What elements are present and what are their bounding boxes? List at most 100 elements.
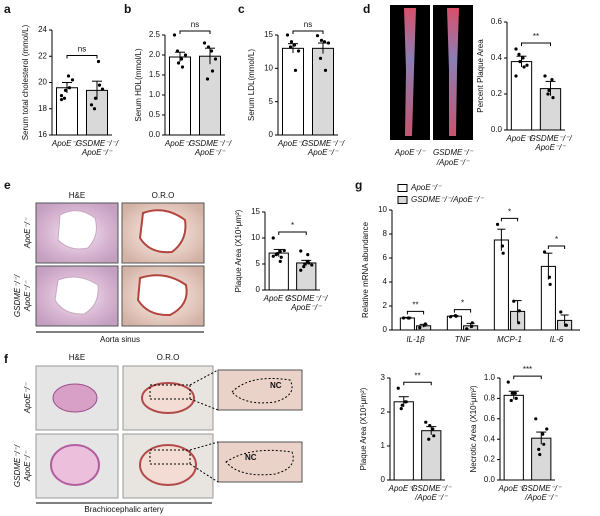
data-point <box>514 74 518 78</box>
legend-swatch <box>397 196 408 204</box>
data-point <box>541 432 545 436</box>
vessel <box>50 444 100 486</box>
y-tick-label: 0.8 <box>484 394 496 403</box>
panel-letter: d <box>363 2 370 16</box>
data-point <box>213 57 218 61</box>
y-tick-label: 0.4 <box>491 53 503 62</box>
data-point <box>322 40 327 44</box>
significance-bracket <box>500 217 519 222</box>
data-point <box>96 59 101 64</box>
data-point <box>564 323 568 327</box>
panel-letter: g <box>355 178 362 192</box>
data-point <box>522 65 526 69</box>
caption: Aorta sinus <box>100 335 140 344</box>
significance-bracket <box>406 310 425 315</box>
legend-label: GSDME⁻/⁻/ApoE⁻/⁻ <box>411 195 484 204</box>
y-tick-label: 2.5 <box>149 30 161 39</box>
data-point <box>210 69 215 73</box>
significance-bracket <box>278 231 307 235</box>
y-tick-label: 0 <box>381 475 386 484</box>
y-tick-label: 1 <box>381 441 386 450</box>
y-tick-label: 1.0 <box>149 90 161 99</box>
zoom-image <box>217 369 303 411</box>
data-point <box>424 420 428 424</box>
data-point <box>423 322 427 326</box>
x-tick-label: ApoE⁻/⁻ <box>388 484 420 493</box>
data-point <box>323 68 328 72</box>
data-point <box>510 391 514 395</box>
image-label: /ApoE⁻/⁻ <box>436 158 470 167</box>
y-tick-label: 0.4 <box>484 434 496 443</box>
x-tick-label: IL-6 <box>550 335 564 344</box>
data-point <box>501 251 505 255</box>
bar <box>446 315 462 331</box>
y-axis-title: Plaque Area (X10⁵μm²) <box>359 387 368 470</box>
zoom-line <box>189 441 219 451</box>
y-tick-label: 0.5 <box>149 110 161 119</box>
y-tick-label: 10 <box>378 205 387 214</box>
data-point <box>179 57 184 61</box>
data-point <box>279 255 283 259</box>
y-tick-label: 15 <box>264 30 273 39</box>
data-point <box>396 386 400 390</box>
y-tick-label: 0.2 <box>491 89 503 98</box>
data-point <box>546 92 550 96</box>
data-point <box>282 248 286 253</box>
data-point <box>288 45 293 49</box>
y-tick-label: 0.0 <box>149 130 161 139</box>
data-point <box>306 259 310 263</box>
bar <box>493 239 509 331</box>
data-point <box>500 244 505 248</box>
data-point <box>400 403 404 407</box>
data-point <box>404 400 408 404</box>
data-point <box>299 249 303 253</box>
data-point <box>514 396 518 400</box>
zoom-line <box>189 398 219 411</box>
data-point <box>318 56 323 60</box>
necrotic-core <box>225 449 294 476</box>
zoom-line <box>189 463 219 483</box>
panel-letter: e <box>4 178 11 192</box>
data-point <box>534 417 538 421</box>
data-point <box>292 43 297 47</box>
y-tick-label: 1.5 <box>149 70 161 79</box>
y-tick-label: 0 <box>383 325 388 334</box>
data-point <box>509 398 513 403</box>
x-tick-label: ApoE⁻/⁻ <box>505 134 537 143</box>
legend-swatch <box>397 184 408 192</box>
panel-letter: f <box>4 352 9 366</box>
data-point <box>319 38 324 42</box>
data-point <box>517 321 521 325</box>
column-label: O.R.O <box>157 353 180 362</box>
data-point <box>525 63 529 67</box>
significance-label: ** <box>414 371 420 380</box>
y-axis-title: Serum HDL(mmol/L) <box>134 48 143 122</box>
y-tick-label: 2 <box>381 407 386 416</box>
significance-label: ns <box>304 20 312 29</box>
caption: Brachiocephalic artery <box>84 505 163 514</box>
lumen <box>54 276 99 315</box>
bar <box>399 317 415 331</box>
x-tick-label: GSDME⁻/⁻/ <box>76 139 119 148</box>
x-tick-label: ApoE⁻/⁻ <box>307 148 339 157</box>
significance-bracket <box>292 30 324 34</box>
data-point <box>551 96 555 100</box>
x-tick-label: GSDME⁻/⁻ <box>521 484 562 493</box>
y-tick-label: 0 <box>256 285 261 294</box>
row-label: GSDME⁻/⁻/ <box>13 274 22 317</box>
data-point <box>542 442 546 446</box>
data-point <box>278 259 282 263</box>
bar <box>282 47 304 136</box>
significance-label: ** <box>533 32 539 41</box>
x-tick-label: ApoE⁻/⁻ <box>277 139 309 148</box>
data-point <box>427 437 431 441</box>
bar <box>199 55 221 136</box>
x-tick-label: TNF <box>455 335 472 344</box>
data-point <box>285 33 290 37</box>
data-point <box>465 327 469 331</box>
row-label: ApoE⁻/⁻ <box>23 382 32 414</box>
y-tick-label: 5 <box>269 97 274 106</box>
zoom-label: NC <box>270 381 282 390</box>
zoom-image <box>217 441 303 483</box>
bar <box>312 47 334 136</box>
